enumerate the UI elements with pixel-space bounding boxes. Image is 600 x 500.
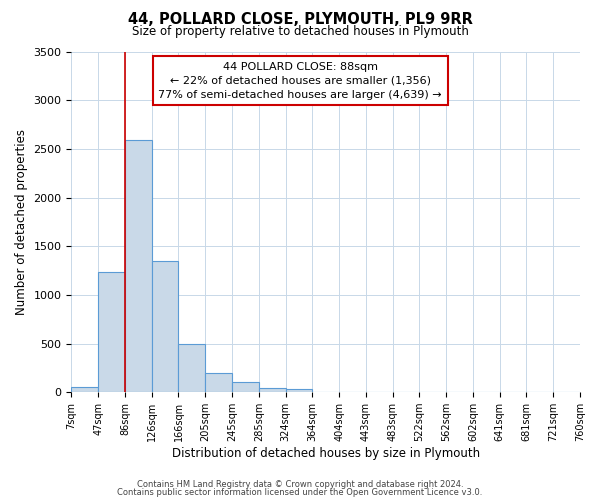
Bar xyxy=(205,373,232,392)
Bar xyxy=(178,344,205,392)
Text: Contains HM Land Registry data © Crown copyright and database right 2024.: Contains HM Land Registry data © Crown c… xyxy=(137,480,463,489)
Bar xyxy=(152,261,178,392)
Y-axis label: Number of detached properties: Number of detached properties xyxy=(15,129,28,315)
Bar xyxy=(286,390,313,392)
Text: 44, POLLARD CLOSE, PLYMOUTH, PL9 9RR: 44, POLLARD CLOSE, PLYMOUTH, PL9 9RR xyxy=(128,12,472,28)
Text: Contains public sector information licensed under the Open Government Licence v3: Contains public sector information licen… xyxy=(118,488,482,497)
Bar xyxy=(232,382,259,392)
Text: 44 POLLARD CLOSE: 88sqm
← 22% of detached houses are smaller (1,356)
77% of semi: 44 POLLARD CLOSE: 88sqm ← 22% of detache… xyxy=(158,62,442,100)
X-axis label: Distribution of detached houses by size in Plymouth: Distribution of detached houses by size … xyxy=(172,447,480,460)
Bar xyxy=(71,388,98,392)
Text: Size of property relative to detached houses in Plymouth: Size of property relative to detached ho… xyxy=(131,25,469,38)
Bar xyxy=(125,140,152,392)
Bar xyxy=(259,388,286,392)
Bar xyxy=(98,272,125,392)
